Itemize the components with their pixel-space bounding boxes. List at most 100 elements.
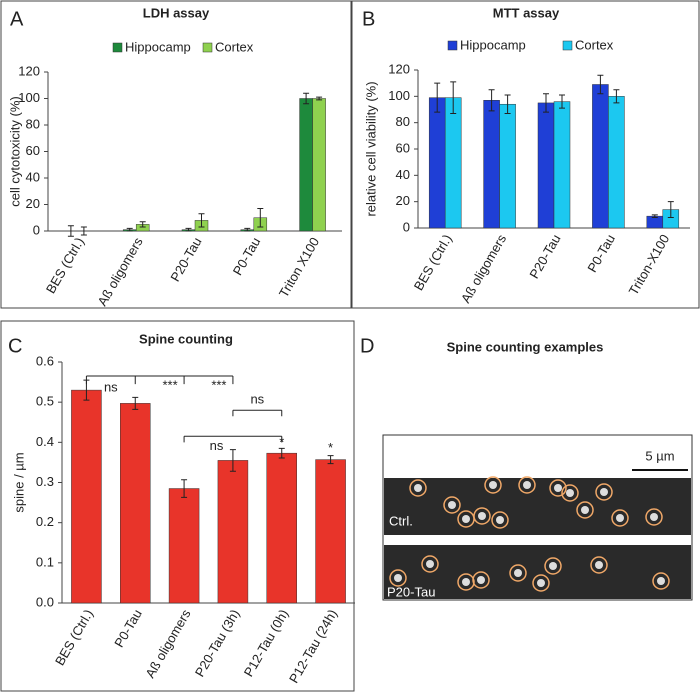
image-strip <box>384 478 691 535</box>
x-tick-label: P20-Tau <box>167 235 204 284</box>
legend-swatch <box>202 42 213 53</box>
x-tick-label: P0-Tau <box>584 232 618 275</box>
spine-marker <box>472 571 490 589</box>
spine-glow <box>496 516 504 524</box>
row-label: P20-Tau <box>387 584 435 599</box>
error-bar <box>316 96 323 101</box>
bar <box>553 101 571 229</box>
image-title: Spine counting examples <box>447 339 604 354</box>
bar <box>299 98 313 232</box>
spine-glow <box>554 484 562 492</box>
spine-glow <box>566 489 574 497</box>
significance-label: ns <box>104 380 118 395</box>
x-tick-label: P12-Tau (24h) <box>286 607 340 686</box>
legend-swatch <box>562 40 573 51</box>
y-tick-label: 100 <box>18 90 40 105</box>
error-bar <box>185 227 192 232</box>
chart-title: LDH assay <box>143 5 210 20</box>
error-bar <box>434 82 441 113</box>
spine-glow <box>595 561 603 569</box>
spine-marker <box>443 496 461 514</box>
spine-glow <box>489 481 497 489</box>
spine-marker <box>544 557 562 575</box>
micrograph: 5 µm Ctrl. P20-Tau <box>382 434 693 601</box>
error-bar <box>613 89 620 104</box>
y-tick-label: 60 <box>396 140 410 155</box>
y-tick-label: 0 <box>403 219 410 234</box>
error-bar <box>139 221 146 228</box>
y-axis-label: spine / µm <box>11 452 26 512</box>
x-tick-label: P20-Tau (3h) <box>192 607 243 680</box>
x-tick-label: P20-Tau <box>526 232 563 281</box>
error-bar <box>488 89 495 112</box>
legend-swatch <box>112 42 123 53</box>
spine-marker <box>590 556 608 574</box>
error-bar <box>543 93 549 113</box>
spine-glow <box>462 578 470 586</box>
y-tick-label: 120 <box>18 63 40 78</box>
spine-marker <box>409 479 427 497</box>
x-tick-label: P12-Tau (0h) <box>241 607 292 680</box>
y-tick-label: 40 <box>26 169 40 184</box>
bar <box>483 100 500 229</box>
error-bar <box>126 227 133 232</box>
y-tick-label: 0.0 <box>36 594 54 609</box>
panel-label: A <box>10 8 24 30</box>
error-bar <box>597 74 604 95</box>
significance-bracket <box>232 409 283 417</box>
significance-label: ns <box>250 392 264 407</box>
error-bar <box>278 447 285 459</box>
x-tick-label: BES (Ctrl.) <box>52 607 96 668</box>
y-tick-label: 120 <box>388 61 410 76</box>
spine-glow <box>600 488 608 496</box>
x-tick-label: P0-Tau <box>230 235 264 278</box>
error-bar <box>559 94 565 109</box>
x-tick-label: Triton-X100 <box>626 232 673 298</box>
error-bar <box>257 207 264 228</box>
spine-marker <box>389 569 407 587</box>
bar <box>315 459 346 604</box>
x-tick-label: Triton X100 <box>276 235 322 300</box>
panel-frame <box>0 0 352 309</box>
bar <box>499 103 516 229</box>
spine-marker <box>509 564 527 582</box>
y-axis-label: relative cell viability (%) <box>363 81 378 216</box>
x-tick-label: BES (Ctrl.) <box>43 235 87 296</box>
error-bar <box>303 92 310 105</box>
legend-label: Hippocamp <box>125 39 191 54</box>
significance-label: * <box>279 435 284 450</box>
panel-label: B <box>362 8 375 30</box>
y-tick-label: 0.6 <box>36 353 54 368</box>
bar <box>428 97 446 229</box>
bar <box>266 452 297 604</box>
spine-marker <box>473 507 491 525</box>
spine-glow <box>581 506 589 514</box>
error-bar <box>132 396 139 410</box>
significance-label: * <box>328 440 333 455</box>
spine-glow <box>616 514 624 522</box>
y-tick-label: 60 <box>26 143 40 158</box>
error-bar <box>198 213 205 228</box>
y-tick-label: 80 <box>396 114 410 129</box>
spine-marker <box>561 484 579 502</box>
spine-marker <box>652 572 670 590</box>
y-tick-label: 0.5 <box>36 394 54 409</box>
spine-glow <box>650 513 658 521</box>
scale-label: 5 µm <box>645 448 674 463</box>
spine-glow <box>657 577 665 585</box>
chart-title: Spine counting <box>139 331 233 346</box>
error-bar <box>504 94 511 114</box>
panel-frame <box>0 320 355 692</box>
spine-glow <box>477 576 485 584</box>
spine-glow <box>414 484 422 492</box>
significance-label: *** <box>162 378 177 393</box>
error-bar <box>450 81 457 114</box>
significance-label: ns <box>210 438 224 453</box>
y-tick-label: 0.3 <box>36 474 54 489</box>
bar <box>592 84 609 229</box>
spine-marker <box>611 509 629 527</box>
error-bar <box>67 225 74 237</box>
spine-marker <box>491 511 509 529</box>
spine-marker <box>421 555 439 573</box>
